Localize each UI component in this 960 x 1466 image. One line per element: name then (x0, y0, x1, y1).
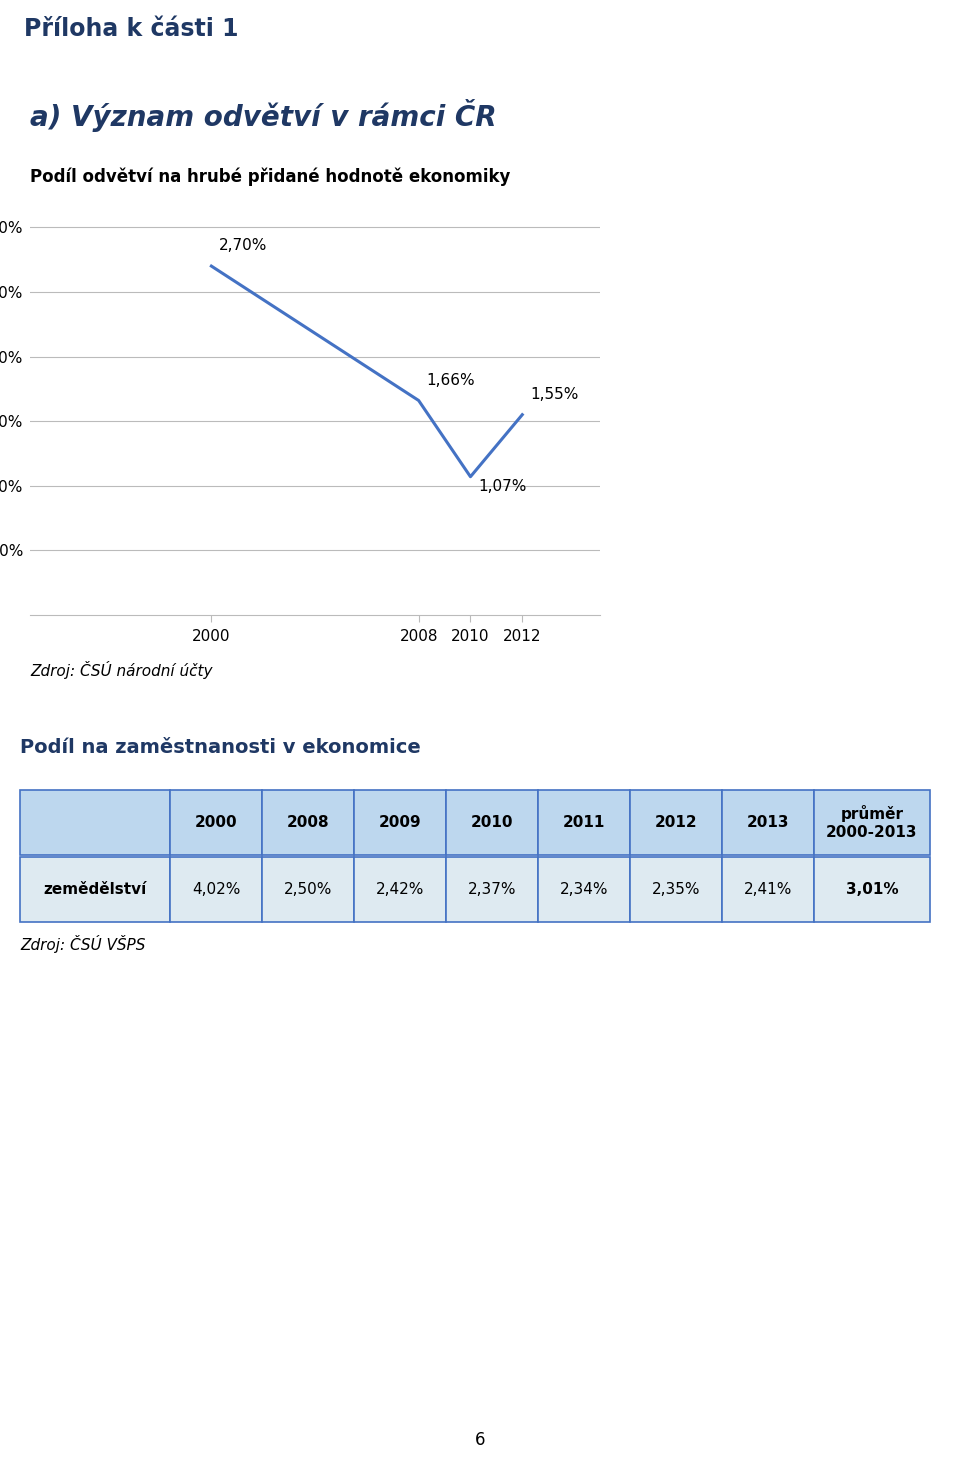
Bar (262, 858, 354, 922)
Bar (354, 858, 446, 922)
Text: 2012: 2012 (655, 815, 697, 830)
Text: Zdroj: ČSÚ národní účty: Zdroj: ČSÚ národní účty (30, 661, 212, 679)
Text: 2,41%: 2,41% (744, 883, 792, 897)
Bar (722, 790, 814, 855)
Text: 6: 6 (475, 1431, 485, 1450)
Text: 2,70%: 2,70% (219, 237, 268, 254)
Text: 4,02%: 4,02% (192, 883, 240, 897)
Bar (20, 790, 170, 855)
Text: 2,34%: 2,34% (560, 883, 608, 897)
Bar (630, 858, 722, 922)
Bar (538, 858, 630, 922)
Text: 1,66%: 1,66% (426, 372, 475, 387)
Text: 2008: 2008 (287, 815, 329, 830)
Bar (814, 858, 930, 922)
Text: 2011: 2011 (563, 815, 605, 830)
Text: průměr
2000-2013: průměr 2000-2013 (827, 805, 918, 840)
Text: Podíl na zaměstnanosti v ekonomice: Podíl na zaměstnanosti v ekonomice (20, 737, 420, 756)
Text: 2,35%: 2,35% (652, 883, 700, 897)
Text: 2,42%: 2,42% (375, 883, 424, 897)
Bar (354, 790, 446, 855)
Text: 1,07%: 1,07% (478, 479, 527, 494)
Bar (538, 790, 630, 855)
Text: Příloha k části 1: Příloha k části 1 (24, 16, 238, 41)
Text: Zdroj: ČSÚ VŠPS: Zdroj: ČSÚ VŠPS (20, 935, 145, 953)
Text: a) Význam odvětví v rámci ČR: a) Význam odvětví v rámci ČR (30, 98, 496, 132)
Text: 2010: 2010 (470, 815, 514, 830)
Text: Podíl odvětví na hrubé přidané hodnotě ekonomiky: Podíl odvětví na hrubé přidané hodnotě e… (30, 167, 511, 186)
Bar (814, 790, 930, 855)
Text: 2000: 2000 (195, 815, 237, 830)
Bar (722, 858, 814, 922)
Text: 2009: 2009 (378, 815, 421, 830)
Bar (170, 858, 262, 922)
Bar (630, 790, 722, 855)
Bar (446, 858, 538, 922)
Text: 3,01%: 3,01% (846, 883, 899, 897)
Bar (20, 858, 170, 922)
Bar (170, 790, 262, 855)
Bar (262, 790, 354, 855)
Text: 2013: 2013 (747, 815, 789, 830)
Bar (446, 790, 538, 855)
Text: 2,37%: 2,37% (468, 883, 516, 897)
Text: 2,50%: 2,50% (284, 883, 332, 897)
Text: zemědělství: zemědělství (43, 883, 147, 897)
Text: 1,55%: 1,55% (530, 387, 579, 402)
